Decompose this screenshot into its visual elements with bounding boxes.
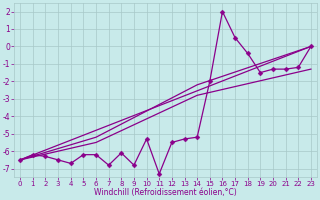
X-axis label: Windchill (Refroidissement éolien,°C): Windchill (Refroidissement éolien,°C) [94,188,237,197]
